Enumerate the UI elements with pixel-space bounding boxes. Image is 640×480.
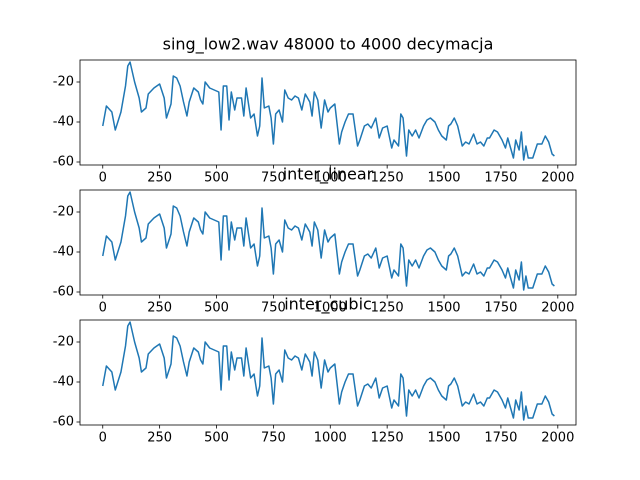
axes-frame [79,59,577,166]
y-tick-label: -60 [53,155,74,170]
x-tick-label: 1000 [314,301,347,316]
x-tick-label: 500 [204,171,229,186]
y-tick-label: -40 [53,375,74,390]
x-tick-label: 250 [147,301,172,316]
data-line [102,61,555,161]
x-tick-label: 250 [147,171,172,186]
x-tick-label: 1000 [314,171,347,186]
x-tick-label: 1750 [484,431,517,446]
x-tick-label: 750 [261,171,286,186]
x-tick-label: 1500 [427,301,460,316]
x-tick-label: 1500 [427,431,460,446]
x-tick-label: 1500 [427,171,460,186]
x-tick-label: 500 [204,431,229,446]
x-tick-label: 1250 [371,301,404,316]
y-tick-label: -40 [53,245,74,260]
x-tick-label: 0 [99,431,107,446]
axes-frame [79,319,577,426]
x-tick-label: 1000 [314,431,347,446]
x-tick-label: 2000 [541,431,574,446]
x-tick-label: 750 [261,301,286,316]
x-tick-label: 0 [99,301,107,316]
y-tick-label: -20 [53,205,74,220]
y-tick-label: -20 [53,75,74,90]
x-tick-label: 2000 [541,171,574,186]
y-tick-label: -40 [53,115,74,130]
x-tick-label: 750 [261,431,286,446]
y-tick-label: -60 [53,415,74,430]
y-tick-label: -20 [53,335,74,350]
x-tick-label: 250 [147,431,172,446]
axes-frame [79,189,577,296]
x-tick-label: 1750 [484,301,517,316]
x-tick-label: 500 [204,301,229,316]
x-tick-label: 1250 [371,431,404,446]
chart-title: sing_low2.wav 48000 to 4000 decymacja [163,35,494,55]
chart-title: inter_linear [283,165,374,185]
x-tick-label: 0 [99,171,107,186]
x-tick-label: 2000 [541,301,574,316]
data-line [102,191,555,291]
y-tick-label: -60 [53,285,74,300]
chart-title: inter_cubic [284,295,372,315]
data-line [102,321,555,421]
x-tick-label: 1250 [371,171,404,186]
x-tick-label: 1750 [484,171,517,186]
